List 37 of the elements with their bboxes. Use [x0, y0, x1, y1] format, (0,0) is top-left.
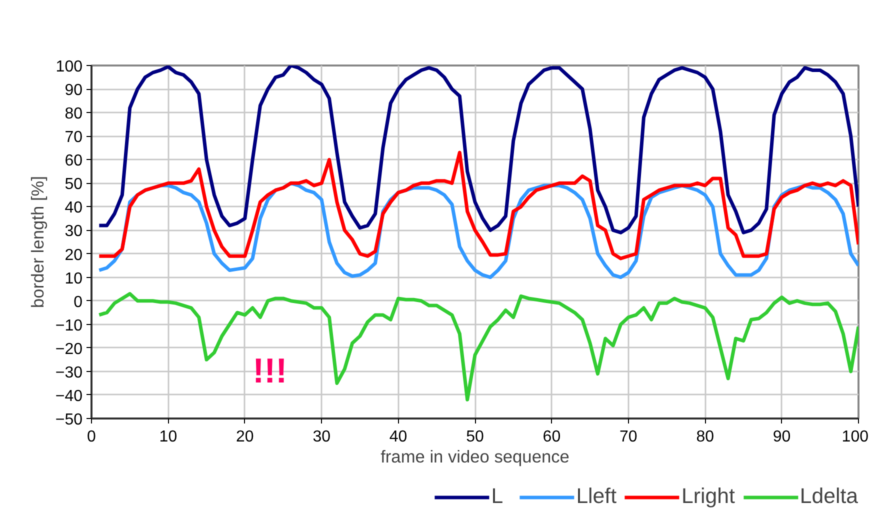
line-series — [97, 66, 858, 234]
x-tick-label: 0 — [87, 428, 96, 446]
legend-label: Ldelta — [800, 484, 858, 509]
x-tick-label: 40 — [389, 428, 408, 446]
y-tick-label: 70 — [64, 129, 83, 146]
y-tick-label: 50 — [64, 176, 83, 194]
y-axis-title: border length [%] — [27, 176, 48, 308]
y-tick-label: 80 — [64, 106, 83, 123]
line-series — [97, 150, 858, 260]
y-tick-label: 20 — [64, 246, 83, 264]
y-tick-label: −20 — [55, 340, 83, 358]
legend-label: Lright — [682, 484, 735, 509]
annotation: !!! — [252, 352, 288, 390]
x-tick-label: 80 — [696, 428, 714, 446]
line-series — [97, 292, 858, 402]
y-tick-label: 90 — [64, 82, 83, 100]
x-tick-label: 50 — [466, 428, 484, 446]
x-tick-label: 70 — [620, 428, 638, 446]
x-tick-label: 10 — [159, 428, 178, 446]
y-tick-label: −50 — [55, 412, 83, 428]
y-tick-label: 10 — [64, 270, 83, 288]
x-tick-label: 60 — [542, 428, 561, 446]
y-tick-label: 60 — [64, 152, 83, 170]
y-tick-label: 100 — [56, 58, 83, 76]
y-tick-label: 40 — [64, 200, 83, 217]
y-tick-label: −40 — [55, 388, 83, 405]
legend-label: Lleft — [576, 484, 617, 509]
legend-label: L — [491, 484, 504, 509]
y-tick-label: −30 — [55, 364, 83, 382]
y-tick-label: 30 — [64, 223, 83, 240]
x-axis-title: frame in video sequence — [380, 446, 570, 466]
x-tick-label: 30 — [312, 428, 331, 446]
x-tick-label: 20 — [236, 428, 254, 446]
y-tick-label: 0 — [74, 294, 83, 311]
x-tick-label: 90 — [772, 428, 791, 446]
x-tick-label: 100 — [842, 428, 869, 446]
y-tick-label: −10 — [55, 317, 83, 334]
